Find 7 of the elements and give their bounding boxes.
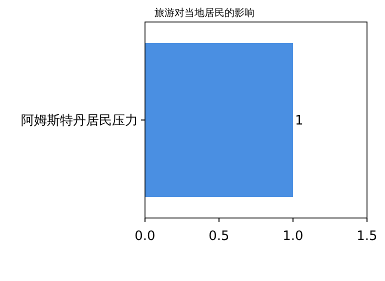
x-tick-label: 0.0 bbox=[134, 229, 156, 244]
x-tick-label: 0.5 bbox=[208, 229, 230, 244]
x-tick-label: 1.5 bbox=[356, 229, 378, 244]
y-tick-label: 阿姆斯特丹居民压力 bbox=[21, 114, 138, 129]
x-tick-label: 1.0 bbox=[282, 229, 304, 244]
data-label: 1 bbox=[295, 114, 304, 129]
chart-title: 旅游对当地居民的影响 bbox=[154, 7, 254, 19]
